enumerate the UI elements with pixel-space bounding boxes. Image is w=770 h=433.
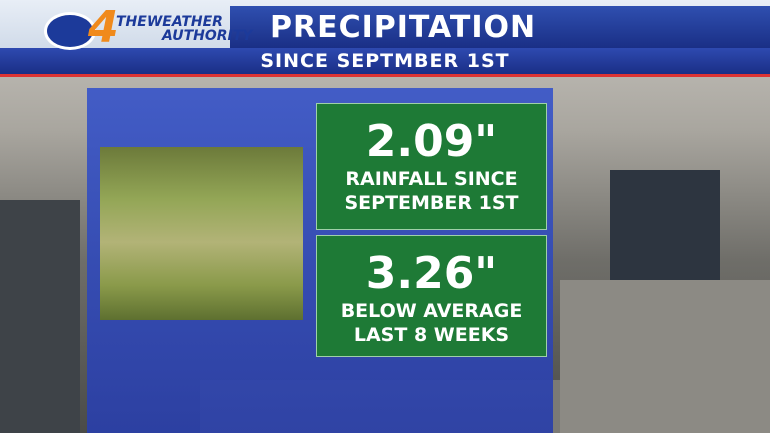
station-number: 4 — [88, 2, 119, 53]
brand: AUTHORITY — [162, 28, 253, 44]
stat-label: LAST 8 WEEKS — [353, 324, 510, 346]
title: PRECIPITATION — [270, 10, 537, 45]
stat-label: RAINFALL SINCE — [345, 168, 518, 190]
building — [610, 170, 720, 280]
stat-value: 2.09" — [365, 116, 498, 167]
stat-box: 2.09" RAINFALL SINCE SEPTEMBER 1ST — [316, 103, 547, 230]
stat-label: SEPTEMBER 1ST — [344, 192, 519, 214]
stat-value: 3.26" — [365, 248, 498, 299]
stat-label: BELOW AVERAGE — [340, 300, 523, 322]
grass-image — [100, 147, 303, 320]
brand: THEWEATHER — [116, 14, 223, 30]
subtitle-bar — [0, 48, 770, 77]
title-bar — [230, 6, 770, 48]
building — [0, 200, 80, 433]
building — [560, 280, 770, 433]
logo-eye — [44, 12, 96, 50]
stat-box: 3.26" BELOW AVERAGE LAST 8 WEEKS — [316, 235, 547, 357]
subtitle: SINCE SEPTMBER 1ST — [260, 50, 510, 72]
